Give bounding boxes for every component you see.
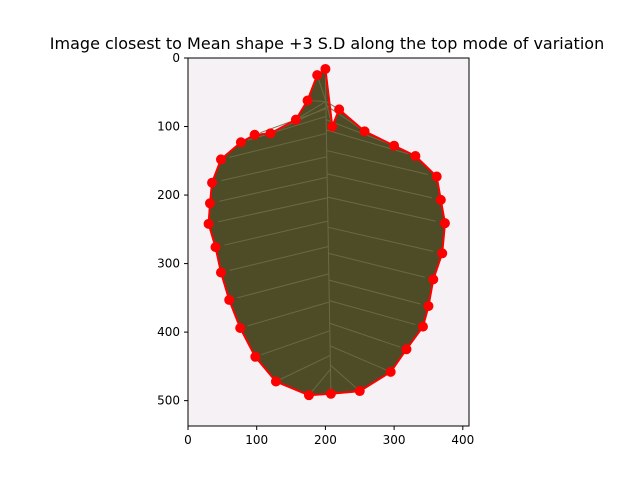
leaf-vein [247,115,327,141]
data-point [423,301,434,312]
data-point [224,294,235,305]
y-tick-label: 0 [172,51,180,65]
data-point [385,366,396,377]
data-point [302,95,313,106]
leaf-vein [326,119,389,145]
data-point [312,70,323,81]
y-tick-label: 100 [157,120,180,134]
leaf-midrib [324,76,332,394]
series-layer [203,63,450,401]
leaf-photo [188,58,469,426]
leaf-vein [328,279,421,305]
plot-area [188,58,469,426]
x-tick-label: 100 [245,433,268,447]
data-point [401,344,412,355]
leaf-vein [237,273,330,299]
leaf-vein [310,368,331,394]
y-tick-label: 200 [157,188,180,202]
data-point [325,388,336,399]
axes-frame [187,57,470,427]
data-point [334,104,345,115]
y-tick-label: 500 [157,394,180,408]
y-axis: 0 100 200 300 400 500 [157,51,188,408]
data-point [290,114,301,125]
data-point [210,242,221,253]
data-point [207,177,218,188]
leaf-vein [219,176,328,202]
y-tick-label: 400 [157,325,180,339]
x-tick-label: 0 [184,433,192,447]
data-point [215,267,226,278]
data-point [439,218,450,229]
y-tick-label: 300 [157,257,180,271]
leaf-vein [330,364,358,390]
data-point [359,126,370,137]
leaf-vein [261,330,331,356]
leaf-vein [327,196,436,222]
leaf-vein [329,322,401,348]
data-point [428,274,439,285]
chart-title: Image closest to Mean shape +3 S.D along… [50,34,604,53]
leaf-veins [218,76,436,394]
data-point [431,171,442,182]
leaf-vein [280,355,331,380]
data-point [389,140,400,151]
leaf-vein [327,226,434,252]
leaf-vein [326,150,429,175]
x-tick-label: 300 [383,433,406,447]
data-point [249,129,260,140]
data-point [215,154,226,165]
leaf-vein [247,301,330,327]
data-point [327,121,338,132]
data-point [320,63,331,74]
data-point [417,321,428,332]
data-point [204,198,215,209]
leaf-vein [328,252,426,278]
data-point [270,376,281,387]
leaf-vein [325,104,362,130]
leaf-vein [224,220,329,246]
data-point [265,128,276,139]
leaf-vein [218,197,328,223]
data-point [235,323,246,334]
x-tick-label: 400 [451,433,474,447]
data-point [437,248,448,259]
x-axis: 0 100 200 300 400 [184,426,474,447]
leaf-vein [329,345,387,371]
leaf-vein [327,173,432,199]
leaf-vein [329,300,416,326]
data-point [435,194,446,205]
data-point [303,390,314,401]
data-point [250,351,261,362]
leaf-vein [317,77,327,102]
leaf-vein [298,101,327,119]
leaf-vein [229,246,329,271]
data-point [235,137,246,148]
x-tick-label: 200 [314,433,337,447]
data-point [354,386,365,397]
leaf-vein [221,156,328,182]
data-point [410,150,421,161]
leaf-vein [229,132,327,158]
data-point [203,218,214,229]
